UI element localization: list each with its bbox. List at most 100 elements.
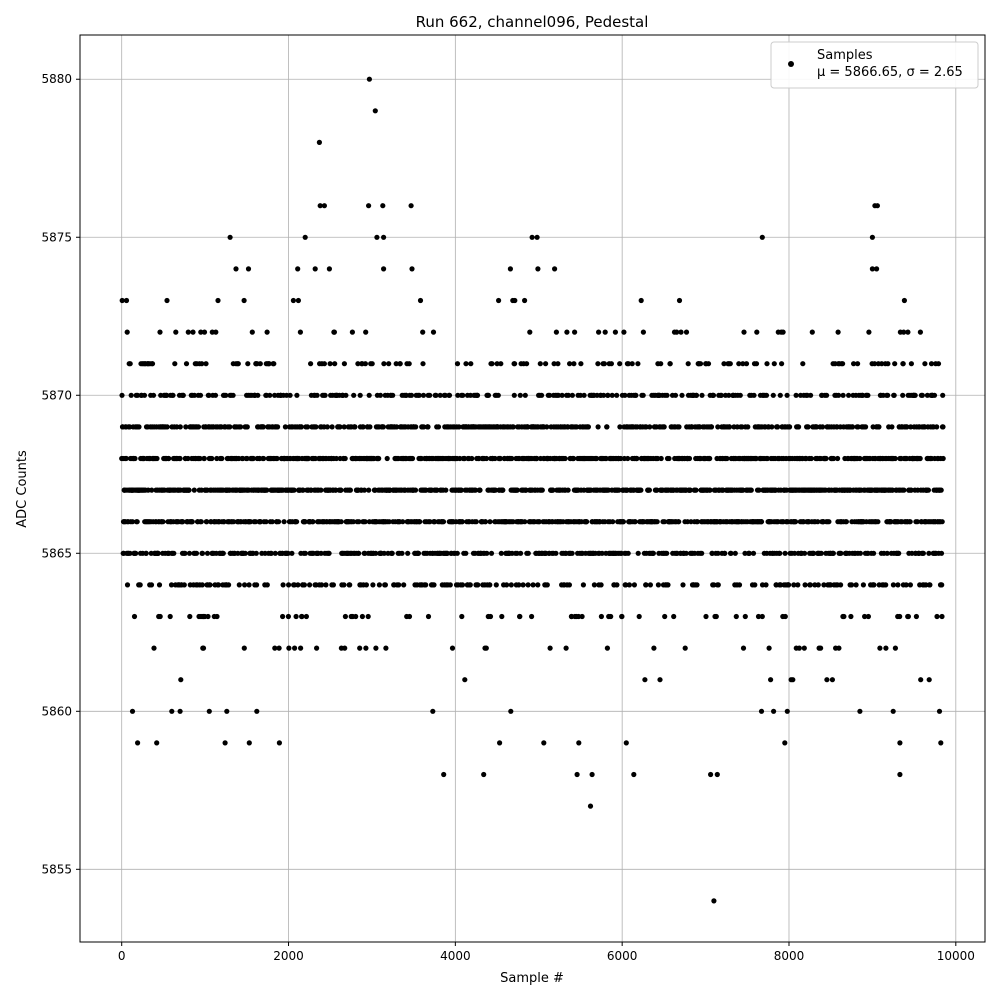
data-point [676, 297, 683, 304]
data-point [369, 361, 375, 367]
data-point [897, 613, 903, 620]
data-point [209, 455, 215, 462]
data-point [341, 582, 347, 588]
data-point [604, 424, 610, 430]
data-point [446, 392, 453, 398]
data-point [524, 361, 530, 367]
data-point [721, 361, 727, 367]
data-point [553, 329, 560, 335]
data-point [782, 613, 788, 620]
data-point [939, 519, 945, 525]
data-point [741, 329, 747, 335]
data-point [366, 203, 372, 209]
data-point [301, 582, 307, 588]
data-point [507, 266, 513, 272]
data-point [743, 361, 750, 367]
data-point [305, 424, 311, 430]
data-point [838, 582, 844, 588]
data-point [249, 329, 255, 335]
data-point [846, 392, 852, 398]
data-point [604, 645, 611, 651]
data-point [372, 108, 378, 114]
x-tick-label: 0 [118, 949, 126, 963]
data-point [171, 550, 177, 556]
data-point [892, 361, 898, 367]
data-point [185, 329, 191, 335]
data-point [796, 424, 802, 430]
data-point [215, 582, 222, 588]
data-point [204, 550, 211, 556]
data-point [576, 740, 582, 746]
data-point [736, 582, 743, 588]
data-point [818, 550, 824, 556]
data-point [927, 582, 933, 588]
data-point [177, 424, 183, 430]
legend-marker [788, 61, 794, 67]
y-tick-label: 5870 [41, 388, 72, 402]
data-point [517, 392, 523, 398]
data-point [276, 645, 282, 651]
data-point [520, 582, 526, 588]
data-point [169, 708, 175, 714]
data-point [714, 771, 720, 778]
data-point [940, 392, 946, 398]
data-point [707, 455, 713, 462]
data-point [382, 582, 388, 588]
data-point [685, 361, 691, 367]
data-point [441, 771, 447, 778]
data-point [835, 329, 841, 335]
data-point [415, 550, 422, 556]
data-point [693, 392, 700, 398]
data-point [686, 455, 693, 462]
y-tick-label: 5880 [41, 72, 72, 86]
data-point [711, 582, 717, 588]
data-point [896, 550, 902, 556]
data-point [897, 771, 903, 778]
data-point [297, 329, 303, 335]
data-point [131, 613, 138, 620]
data-point [865, 613, 872, 620]
data-point [433, 392, 439, 398]
data-point [337, 424, 343, 430]
data-point [357, 392, 363, 398]
data-point [400, 519, 406, 525]
data-point [166, 455, 172, 462]
data-point [455, 392, 461, 398]
data-point [148, 582, 155, 588]
data-point [215, 297, 221, 304]
data-point [851, 361, 857, 367]
data-point [901, 297, 908, 304]
data-point [351, 392, 357, 398]
data-point [926, 677, 932, 683]
data-point [565, 487, 571, 493]
data-point [564, 329, 570, 335]
data-point [595, 424, 601, 430]
data-point [857, 550, 864, 556]
data-point [574, 771, 580, 778]
data-point [127, 361, 133, 367]
data-point [156, 582, 163, 588]
data-point [406, 361, 412, 367]
data-point [260, 424, 266, 430]
data-point [408, 203, 414, 209]
data-point [647, 582, 654, 588]
y-tick-label: 5860 [41, 704, 72, 718]
data-point [791, 582, 797, 588]
data-point [469, 455, 475, 462]
data-point [303, 613, 309, 620]
data-point [563, 645, 569, 651]
data-point [413, 424, 419, 430]
data-point [617, 424, 623, 430]
data-point [492, 455, 498, 462]
data-point [332, 361, 338, 367]
data-point [928, 361, 935, 367]
data-point [647, 424, 653, 430]
data-point [381, 266, 387, 272]
data-point [658, 455, 664, 462]
data-point [722, 550, 728, 556]
data-point [790, 677, 796, 683]
data-point [631, 582, 638, 588]
data-point [355, 361, 361, 367]
data-point [629, 361, 635, 367]
data-point [313, 424, 319, 430]
